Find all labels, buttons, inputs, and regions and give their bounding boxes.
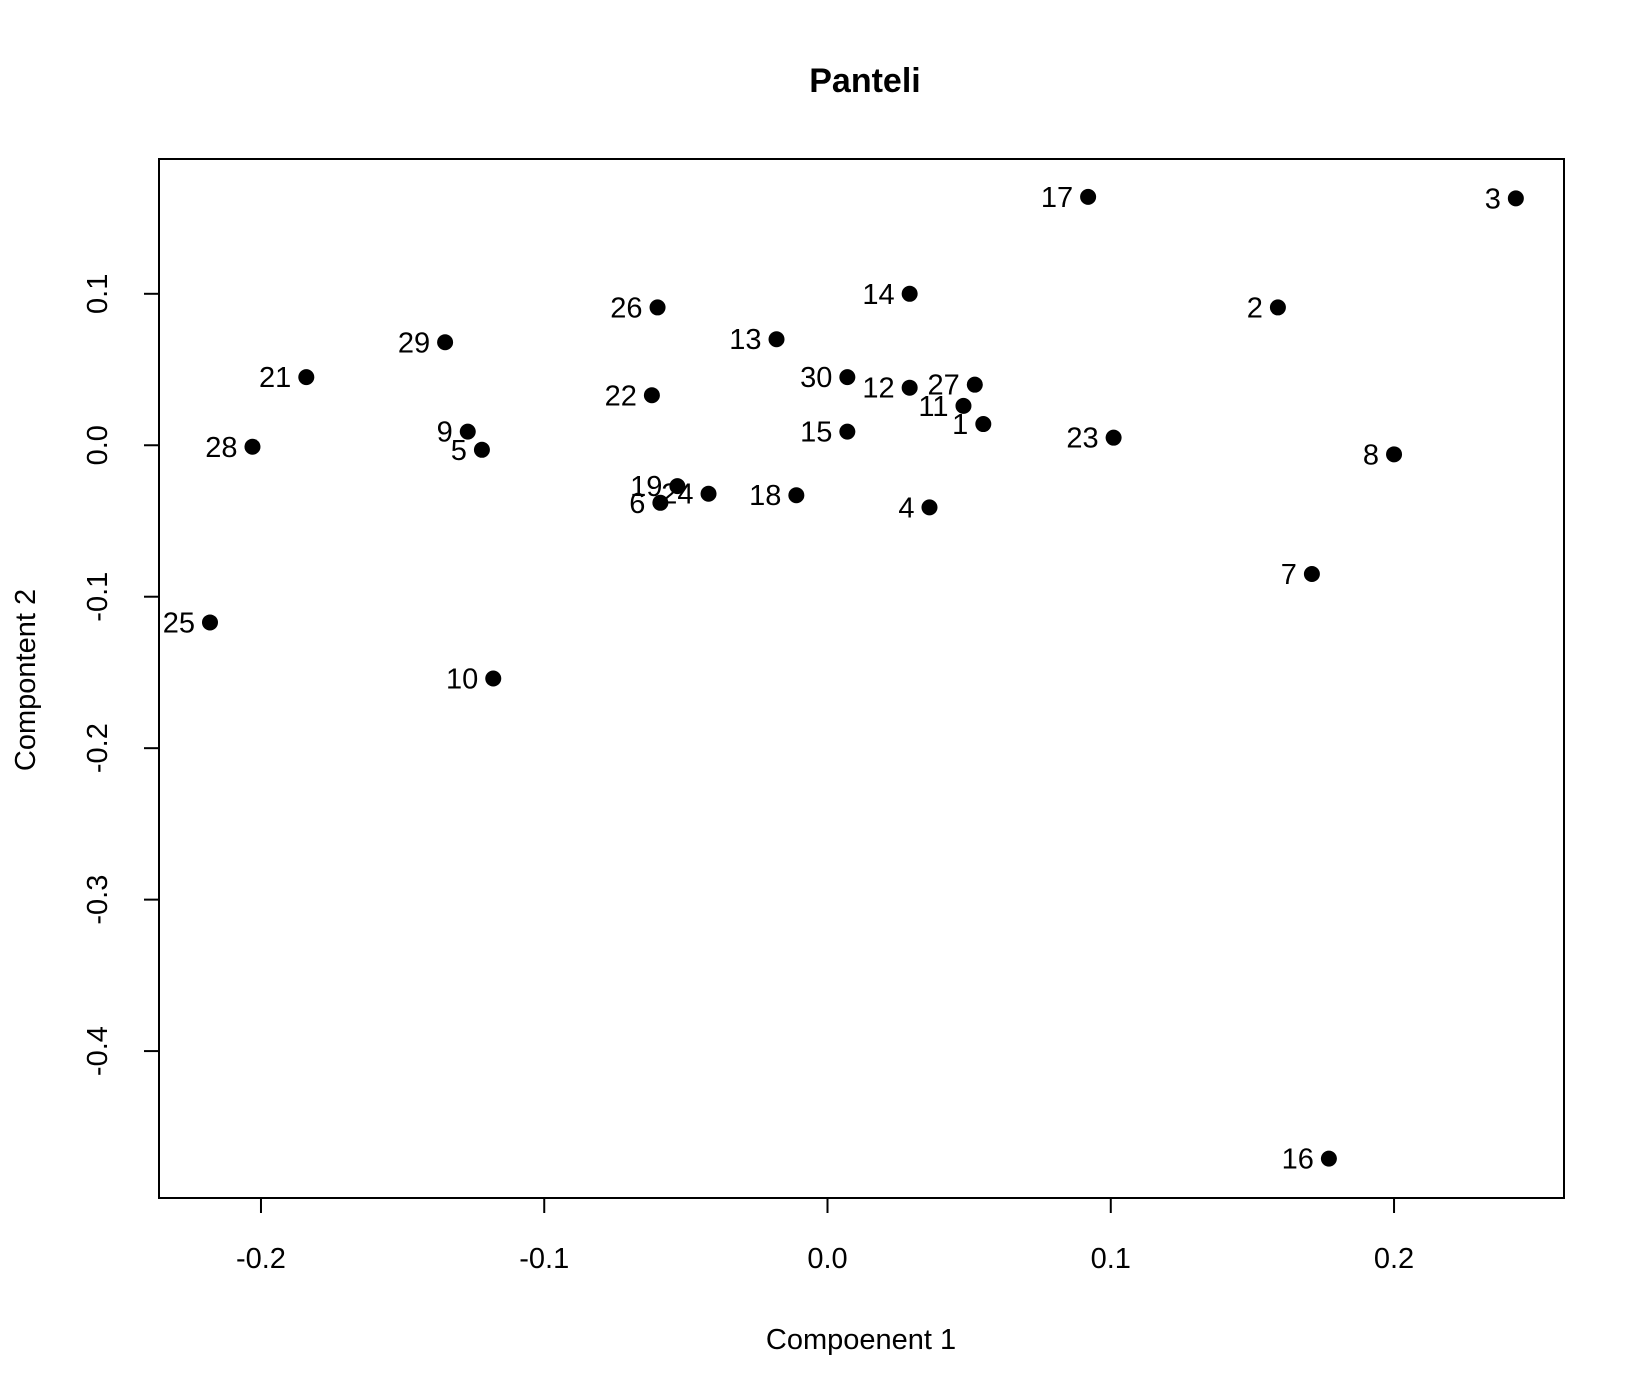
y-tick-label: -0.4 [82, 1026, 114, 1076]
data-point-label: 7 [1281, 559, 1297, 591]
data-point [437, 334, 454, 351]
data-point [901, 379, 918, 396]
data-point-label: 29 [398, 327, 430, 359]
y-tick-label: -0.2 [82, 723, 114, 773]
data-point [788, 487, 805, 504]
data-point-label: 4 [898, 492, 914, 524]
data-point-label: 22 [605, 380, 637, 412]
data-point-label: 12 [862, 373, 894, 405]
data-point-label: 11 [918, 391, 948, 423]
data-point-label: 21 [259, 362, 291, 394]
data-point-label: 1 [952, 409, 968, 441]
data-point-label: 23 [1066, 423, 1098, 455]
data-point-label: 13 [729, 324, 761, 356]
data-point-label: 6 [629, 488, 645, 520]
data-point-label: 3 [1485, 183, 1501, 215]
data-point-label: 16 [1282, 1144, 1314, 1176]
data-point-label: 25 [163, 607, 195, 639]
data-point [700, 485, 717, 502]
data-point-label: 30 [800, 362, 832, 394]
x-axis-label: Compoenent 1 [766, 1324, 956, 1356]
data-point-label: 10 [446, 664, 478, 696]
data-point [839, 423, 856, 440]
data-points: 1234567891011121314151617181921222324252… [163, 182, 1524, 1176]
data-point-label: 27 [928, 370, 960, 402]
data-point-label: 17 [1041, 182, 1073, 214]
data-point [768, 331, 785, 348]
y-tick-label: 0.1 [82, 274, 114, 314]
data-point-label: 28 [205, 432, 237, 464]
data-point [1105, 429, 1122, 446]
x-tick-label: 0.0 [807, 1243, 847, 1275]
data-point [901, 285, 918, 302]
x-tick-label: 0.2 [1374, 1243, 1414, 1275]
y-axis: -0.4 -0.3 -0.2 -0.1 0.0 0.1 [82, 274, 160, 1076]
data-point-label: 2 [1247, 292, 1263, 324]
plot-frame [158, 158, 1565, 1199]
data-point [298, 369, 315, 386]
data-point-label: 8 [1363, 439, 1379, 471]
data-point [1507, 190, 1524, 207]
x-tick-label: -0.1 [519, 1243, 569, 1275]
data-point [244, 438, 261, 455]
y-tick-label: -0.3 [82, 875, 114, 925]
data-point [1269, 299, 1286, 316]
data-point [839, 369, 856, 386]
data-point [1303, 565, 1320, 582]
y-axis-label: Compontent 2 [10, 589, 42, 771]
data-point-label: 19 [630, 471, 662, 503]
x-tick-label: 0.1 [1091, 1243, 1131, 1275]
data-point [966, 376, 983, 393]
data-point [1320, 1150, 1337, 1167]
data-point [652, 494, 669, 511]
data-point [921, 499, 938, 516]
data-point [459, 423, 476, 440]
data-point-label: 9 [437, 417, 453, 449]
data-point-label: 26 [610, 292, 642, 324]
data-point [669, 478, 686, 495]
data-point [643, 387, 660, 404]
data-point [1080, 188, 1097, 205]
data-point-label: 18 [749, 480, 781, 512]
data-point [955, 397, 972, 414]
data-point-label: 15 [800, 417, 832, 449]
data-point [201, 614, 218, 631]
x-axis: -0.2 -0.1 0.0 0.1 0.2 [236, 1197, 1414, 1275]
data-point [975, 416, 992, 433]
y-tick-label: -0.1 [82, 572, 114, 622]
data-point-label: 5 [451, 435, 467, 467]
data-point-label: 24 [661, 479, 693, 511]
data-point [473, 441, 490, 458]
chart-title: Panteli [809, 62, 920, 100]
data-point-label: 14 [862, 279, 894, 311]
x-tick-label: -0.2 [236, 1243, 286, 1275]
data-point [649, 299, 666, 316]
y-tick-label: 0.0 [82, 425, 114, 465]
data-point [485, 670, 502, 687]
data-point [1386, 446, 1403, 463]
